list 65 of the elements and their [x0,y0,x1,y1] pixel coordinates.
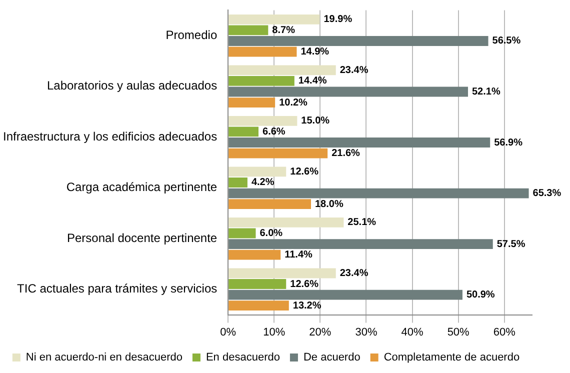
bar [228,46,297,57]
data-label: 56.5% [492,36,521,47]
bar [228,86,468,97]
y-tick-label: Laboratorios y aulas adecuados [46,78,218,93]
data-label: 18.0% [314,198,344,210]
bar [228,250,281,260]
x-tick-label: 0% [220,326,236,338]
bar [228,25,268,36]
bar [228,36,488,46]
data-label: 15.0% [301,116,330,127]
data-label: 6.0% [260,228,283,240]
bar [228,138,490,148]
data-label: 13.2% [292,300,322,312]
data-label: 6.6% [262,126,286,138]
data-label: 65.3% [532,188,562,200]
legend-label: Ni en acuerdo-ni en desacuerdo [26,352,182,364]
data-label: 8.7% [272,24,296,36]
data-label: 52.1% [472,86,500,98]
legend-label: De acuerdo [303,352,360,364]
data-label: 12.6% [290,166,319,178]
bar [228,178,248,188]
x-tick-label: 60% [493,326,516,338]
bar [228,98,276,108]
data-label: 19.9% [324,14,352,26]
bar [228,300,289,311]
data-label: 56.9% [494,137,523,148]
legend-label: En desacuerdo [206,352,280,364]
bar [228,76,294,86]
bar [228,239,493,250]
bar [228,279,286,289]
bar [228,199,311,210]
data-label: 12.6% [290,278,319,290]
data-label: 23.4% [340,268,368,279]
legend-label: Completamente de acuerdo [384,352,520,364]
x-tick-label: 40% [401,326,424,338]
bar [228,166,286,177]
bar [228,268,336,278]
bar [228,148,328,158]
data-label: 50.9% [466,290,495,301]
bar [228,126,258,137]
data-label: 25.1% [348,217,376,228]
data-label: 23.4% [340,64,368,76]
data-label: 14.4% [298,76,327,87]
bar [228,65,336,76]
data-label: 21.6% [332,148,360,160]
y-tick-label: Infraestructura y los edificios adecuados [2,129,218,144]
bar [228,218,344,228]
data-label: 57.5% [496,238,526,250]
x-tick-label: 50% [447,326,470,338]
bar [228,14,320,24]
bar [228,228,256,238]
data-label: 10.2% [279,97,308,108]
x-tick-label: 10% [263,326,286,338]
y-tick-label: Personal docente pertinente [67,230,218,245]
data-label: 14.9% [300,46,330,58]
data-label: 11.4% [284,250,313,261]
bar [228,116,298,126]
data-label: 4.2% [251,177,274,188]
y-tick-label: Promedio [166,28,218,42]
x-tick-label: 20% [309,326,332,338]
x-tick-label: 30% [355,326,378,338]
y-tick-label: TIC actuales para trámites y servicios [17,282,218,296]
bar [228,188,529,198]
bar [228,290,462,300]
y-tick-label: Carga académica pertinente [66,180,218,194]
